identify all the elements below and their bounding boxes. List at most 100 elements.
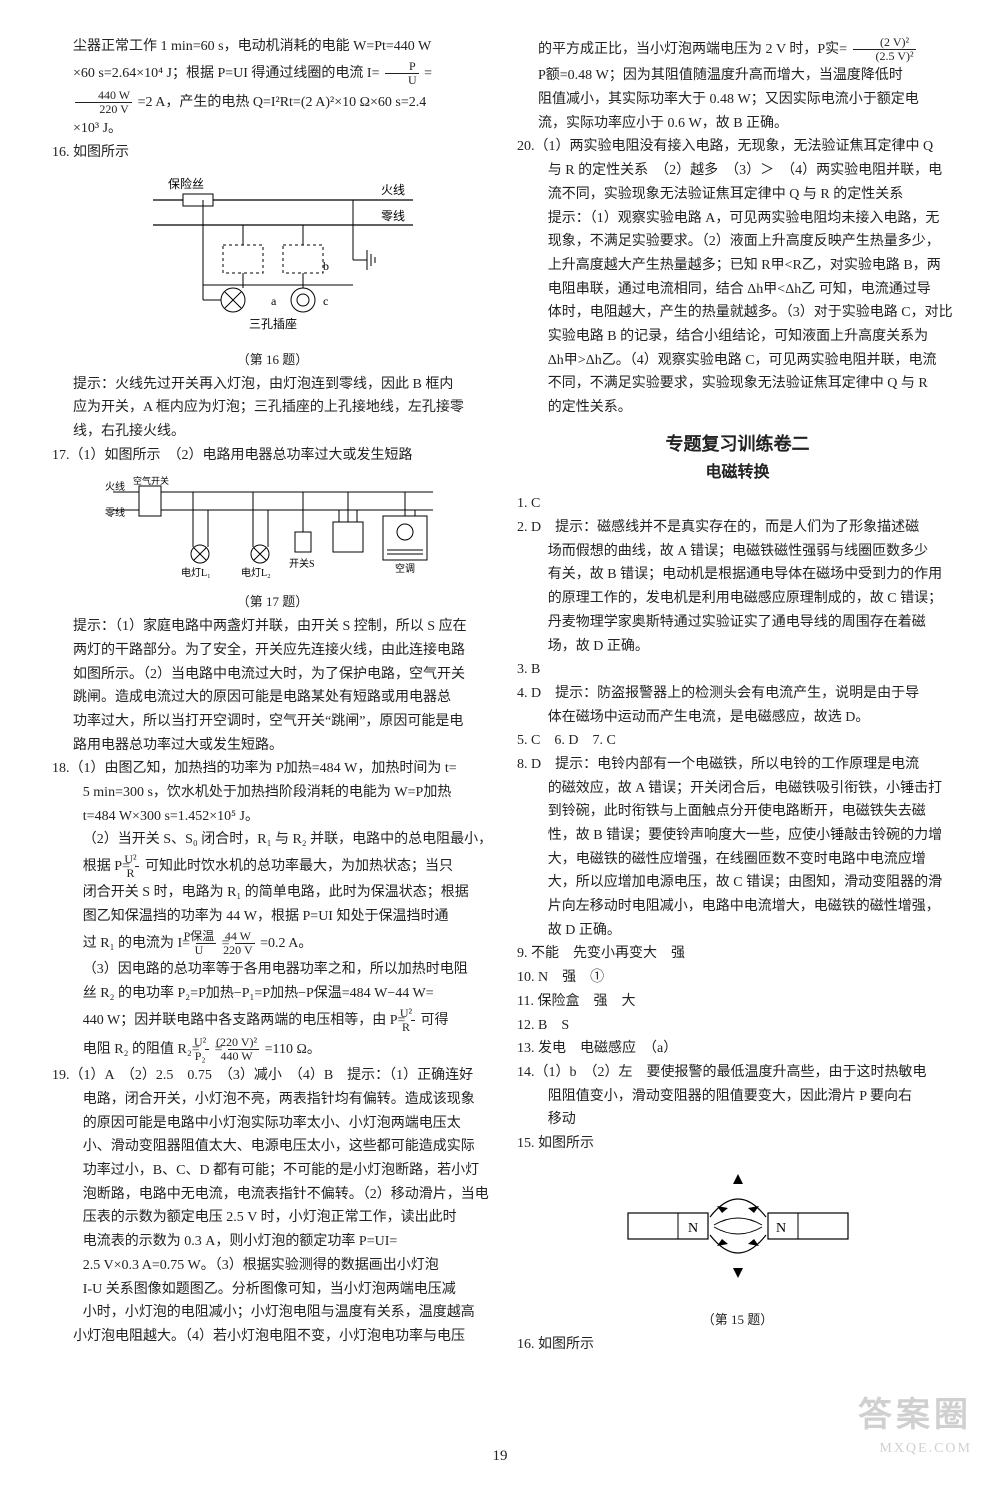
label-lamp1: 电灯L₁: [181, 566, 211, 579]
q19-m: P额=0.48 W；因为其阻值随温度升高而增大，当温度降低时: [517, 65, 958, 87]
ans-1: 1. C: [517, 493, 958, 515]
q19-b: 的原因可能是电路中小灯泡实际功率太小、小灯泡两端电压太: [52, 1113, 493, 1135]
q16-exp3: 线，右孔接火线。: [52, 421, 493, 443]
q20-f: 电阻串联，通过电流相同，结合 Δh甲<Δh乙 可知，电流通过导: [517, 279, 958, 301]
q19-f: 压表的示数为额定电压 2.5 V 时，小灯泡正常工作，读出此时: [52, 1207, 493, 1229]
q18-h: （3）因电路的总功率等于各用电器功率之和，所以加热时电阻: [52, 959, 493, 981]
label-breaker: 空气开关: [133, 475, 169, 486]
q20-d: 现象，不满足实验要求。（2）液面上升高度反映产生热量多少，: [517, 231, 958, 253]
ans-8-f: 片向左移动时电阻减小，电路中电流增大，电磁铁的磁性增强，: [517, 896, 958, 918]
figure-16: 保险丝 火线 零线 b: [52, 170, 493, 370]
figure-16-caption: （第 16 题）: [52, 350, 493, 370]
label-N-right: N: [776, 1221, 786, 1236]
label-switch-s: 开关S: [289, 557, 315, 570]
ans-11: 11. 保险盒 强 大: [517, 991, 958, 1013]
q17-exp5: 功率过大，所以当打开空调时，空气开关“跳闸”，原因可能是电: [52, 711, 493, 733]
ans-15: 15. 如图所示: [517, 1133, 958, 1155]
q19-j: 小时，小灯泡的电阻减小；小灯泡电阻与温度有关系，温度越高: [52, 1302, 493, 1324]
q18-f: 图乙知保温挡的功率为 44 W，根据 P=UI 知处于保温挡时通: [52, 906, 493, 928]
ans-8-b: 到铃碗，此时衔铁与上面触点分开使电路断开，电磁铁失去磁: [517, 801, 958, 823]
q18-j: 440 W；因并联电路中各支路两端的电压相等，由 P= U² R 可得: [52, 1007, 493, 1034]
frac-num: U²: [411, 1007, 415, 1021]
q18-g-pre: 过 R₁ 的电流为 I=: [83, 936, 190, 951]
frac-den: R: [135, 867, 139, 880]
label-neutral: 零线: [105, 506, 125, 519]
figure-17-caption: （第 17 题）: [52, 592, 493, 612]
q20-c: 提示：（1）观察实验电路 A，可见两实验电阻均未接入电路，无: [517, 208, 958, 230]
figure-15-caption: （第 15 题）: [517, 1310, 958, 1330]
ans-12: 12. B S: [517, 1015, 958, 1037]
frac-den: 440 W: [228, 1050, 259, 1063]
figure-17: 火线 零线 空气开关 电灯L₁ 电灯L₂: [52, 472, 493, 612]
q20-j: 不同，不满足实验要求，实验现象无法验证焦耳定律中 Q 与 R: [517, 373, 958, 395]
ans-2-e: 场，故 D 正确。: [517, 636, 958, 658]
q19-d: 功率过小，B、C、D 都有可能；不可能的是小灯泡断路，若小灯: [52, 1160, 493, 1182]
q19-head: 19.（1）A （2）2.5 0.75 （3）减小 （4）B 提示：（1）正确连…: [52, 1065, 493, 1087]
q20-i: Δh甲>Δh乙。（4）观察实验电路 C，可见两实验电阻并联，电流: [517, 350, 958, 372]
label-live: 火线: [105, 480, 125, 493]
q18-g: 过 R₁ 的电流为 I= P保温 U = 44 W 220 V =0.2 A。: [52, 930, 493, 957]
frac-den: R: [411, 1021, 415, 1034]
q15-line-c: 440 W 220 V =2 A，产生的电热 Q=I²Rt=(2 A)²×10 …: [52, 89, 493, 116]
ans-9: 9. 不能 先变小再变大 强: [517, 943, 958, 965]
q19-i: I-U 关系图像如题图乙。分析图像可知，当小灯泡两端电压减: [52, 1279, 493, 1301]
ans-2-c: 的原理工作的，发电机是利用电磁感应原理制成的，故 C 错误；: [517, 588, 958, 610]
frac-num: P: [385, 60, 419, 74]
ans-13: 13. 发电 电磁感应 （a）: [517, 1038, 958, 1060]
fraction-u2-r: U² R: [135, 853, 139, 880]
watermark-line1: 答案圈: [858, 1390, 972, 1443]
frac-num: U²: [205, 1036, 209, 1050]
page-number: 19: [0, 1445, 1000, 1468]
frac-num: P保温: [196, 930, 217, 944]
q19-a: 电路，闭合开关，小灯泡不亮，两表指针均有偏转。造成该现象: [52, 1089, 493, 1111]
ans-567: 5. C 6. D 7. C: [517, 730, 958, 752]
q19-e: 泡断路，电路中无电流，电流表指针不偏转。（2）移动滑片，当电: [52, 1184, 493, 1206]
q20-b: 流不同，实验现象无法验证焦耳定律中 Q 与 R 的定性关系: [517, 184, 958, 206]
q19-l-pre: 的平方成正比，当小灯泡两端电压为 2 V 时，P实=: [538, 42, 847, 57]
fraction-u2-p2: U² P₂: [205, 1036, 209, 1063]
label-lamp2: 电灯L₂: [241, 566, 271, 579]
frac-den: U: [385, 74, 419, 87]
frac-num: (220 V)²: [228, 1036, 259, 1050]
figure-15: N N （第 15 题）: [517, 1161, 958, 1331]
q17-head: 17.（1）如图所示 （2）电路用电器总功率过大或发生短路: [52, 445, 493, 467]
q19-c: 小、滑动变阻器阻值太大、电源电压太小，这些都可能造成实际: [52, 1136, 493, 1158]
q19-g: 电流表的示数为 0.3 A，则小灯泡的额定功率 P=UI=: [52, 1231, 493, 1253]
q18-j-post: 可得: [420, 1013, 448, 1028]
eq-sign: =: [424, 66, 432, 81]
q20-head: 20.（1）两实验电阻没有接入电路，无现象，无法验证焦耳定律中 Q: [517, 136, 958, 158]
ans-8-d: 大，电磁铁的磁性应增强，在线圈匝数不变时电路中电流应增: [517, 849, 958, 871]
q18-k-post: =110 Ω。: [265, 1042, 321, 1057]
q16-head: 16. 如图所示: [52, 142, 493, 164]
label-N-left: N: [688, 1221, 698, 1236]
q20-h: 实验电路 B 的记录，结合小组结论，可知液面上升高度关系为: [517, 326, 958, 348]
q19-k: 小灯泡电阻越大。（4）若小灯泡电阻不变，小灯泡电功率与电压: [52, 1326, 493, 1348]
ans-4-head: 4. D 提示：防盗报警器上的检测头会有电流产生，说明是由于导: [517, 683, 958, 705]
fraction-220v2-440w: (220 V)² 440 W: [228, 1036, 259, 1063]
frac-den: P₂: [205, 1050, 209, 1063]
q18-k: 电阻 R₂ 的阻值 R₂= U² P₂ = (220 V)² 440 W =11…: [52, 1036, 493, 1063]
ans-2-b: 有关，故 B 错误；电动机是根据通电导体在磁场中受到力的作用: [517, 564, 958, 586]
q19-l: 的平方成正比，当小灯泡两端电压为 2 V 时，P实= (2 V)² (2.5 V…: [517, 36, 958, 63]
q16-exp1: 提示：火线先过开关再入灯泡，由灯泡连到零线，因此 B 框内: [52, 374, 493, 396]
frac-den: U: [196, 944, 217, 957]
label-live: 火线: [381, 183, 405, 197]
q18-k-pre: 电阻 R₂ 的阻值 R₂=: [83, 1042, 200, 1057]
fraction-p-over-u: P U: [385, 60, 419, 87]
fraction-pbaowen-u: P保温 U: [196, 930, 217, 957]
q18-d: 根据 P= U² R 可知此时饮水机的总功率最大，为加热状态；当只: [52, 853, 493, 880]
ans-10: 10. N 强 ①: [517, 967, 958, 989]
q15-line-b: ×60 s=2.64×10⁴ J；根据 P=UI 得通过线圈的电流 I= P U…: [52, 60, 493, 87]
q18-c: （2）当开关 S、S₀ 闭合时，R₁ 与 R₂ 并联，电路中的总电阻最小，: [52, 829, 493, 851]
ans-8-c: 性，故 B 错误；要使铃声响度大一些，应使小锤敲击铃碗的力增: [517, 825, 958, 847]
q15-line-d: ×10³ J。: [52, 118, 493, 140]
section-2-subtitle: 电磁转换: [517, 461, 958, 486]
frac-den: 220 V: [75, 103, 132, 116]
figure-16-svg: 保险丝 火线 零线 b: [123, 170, 423, 340]
ans-4-a: 体在磁场中运动而产生电流，是电磁感应，故选 D。: [517, 707, 958, 729]
q20-a: 与 R 的定性关系 （2）越多 （3）＞ （4）两实验电阻并联，电: [517, 160, 958, 182]
q19-n: 阻值减小，其实际功率大于 0.48 W；又因实际电流小于额定电: [517, 89, 958, 111]
q20-e: 上升高度越大产生热量越多；已知 R甲<R乙，对实验电路 B，两: [517, 255, 958, 277]
ans-2-d: 丹麦物理学家奥斯特通过实验证实了通电导线的周围存在着磁: [517, 612, 958, 634]
fraction-440w-220v: 440 W 220 V: [75, 89, 132, 116]
